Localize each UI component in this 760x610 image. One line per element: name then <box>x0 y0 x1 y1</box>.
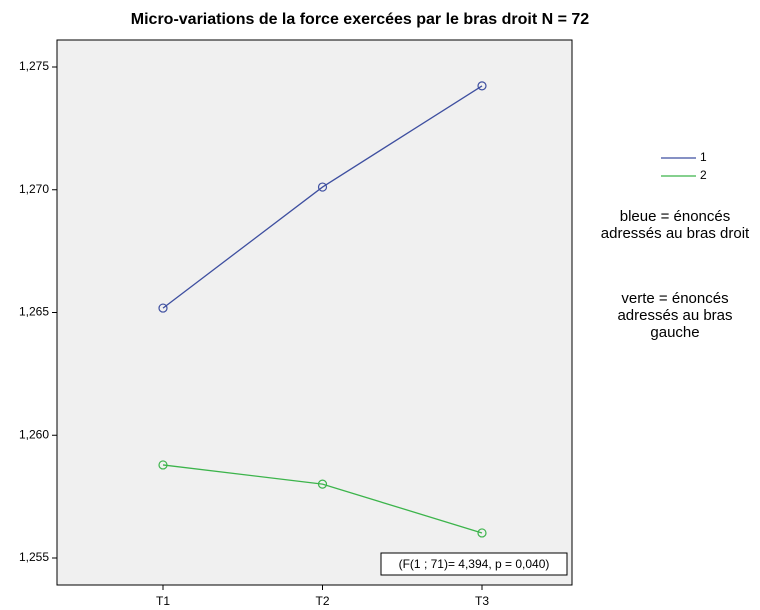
x-tick-label: T3 <box>475 594 489 608</box>
x-tick-label: T1 <box>156 594 170 608</box>
y-tick-label: 1,260 <box>19 427 49 441</box>
y-tick-label: 1,255 <box>19 550 49 564</box>
point <box>158 303 168 313</box>
point <box>477 528 487 538</box>
point <box>158 460 168 470</box>
chart-title: Micro-variations de la force exercées pa… <box>131 11 590 28</box>
point <box>477 81 487 91</box>
plot-area <box>56 39 573 586</box>
point <box>317 182 328 192</box>
annotation: (F(1 ; 71)= 4,394, p = 0,040) <box>399 557 550 571</box>
note: bleue = énoncés adressés au bras droit <box>600 208 750 242</box>
x-tick-label: T2 <box>315 594 329 608</box>
legend-label: 1 <box>700 150 707 164</box>
note: verte = énoncés adressés au bras gauche <box>617 290 733 341</box>
y-tick-label: 1,275 <box>19 59 49 73</box>
legend-label: 2 <box>700 168 707 182</box>
series-line <box>162 464 483 534</box>
y-tick-label: 1,265 <box>19 305 49 319</box>
point <box>317 479 328 489</box>
annotation-box <box>380 552 568 576</box>
y-tick-label: 1,270 <box>19 182 49 196</box>
series-line <box>162 85 483 309</box>
